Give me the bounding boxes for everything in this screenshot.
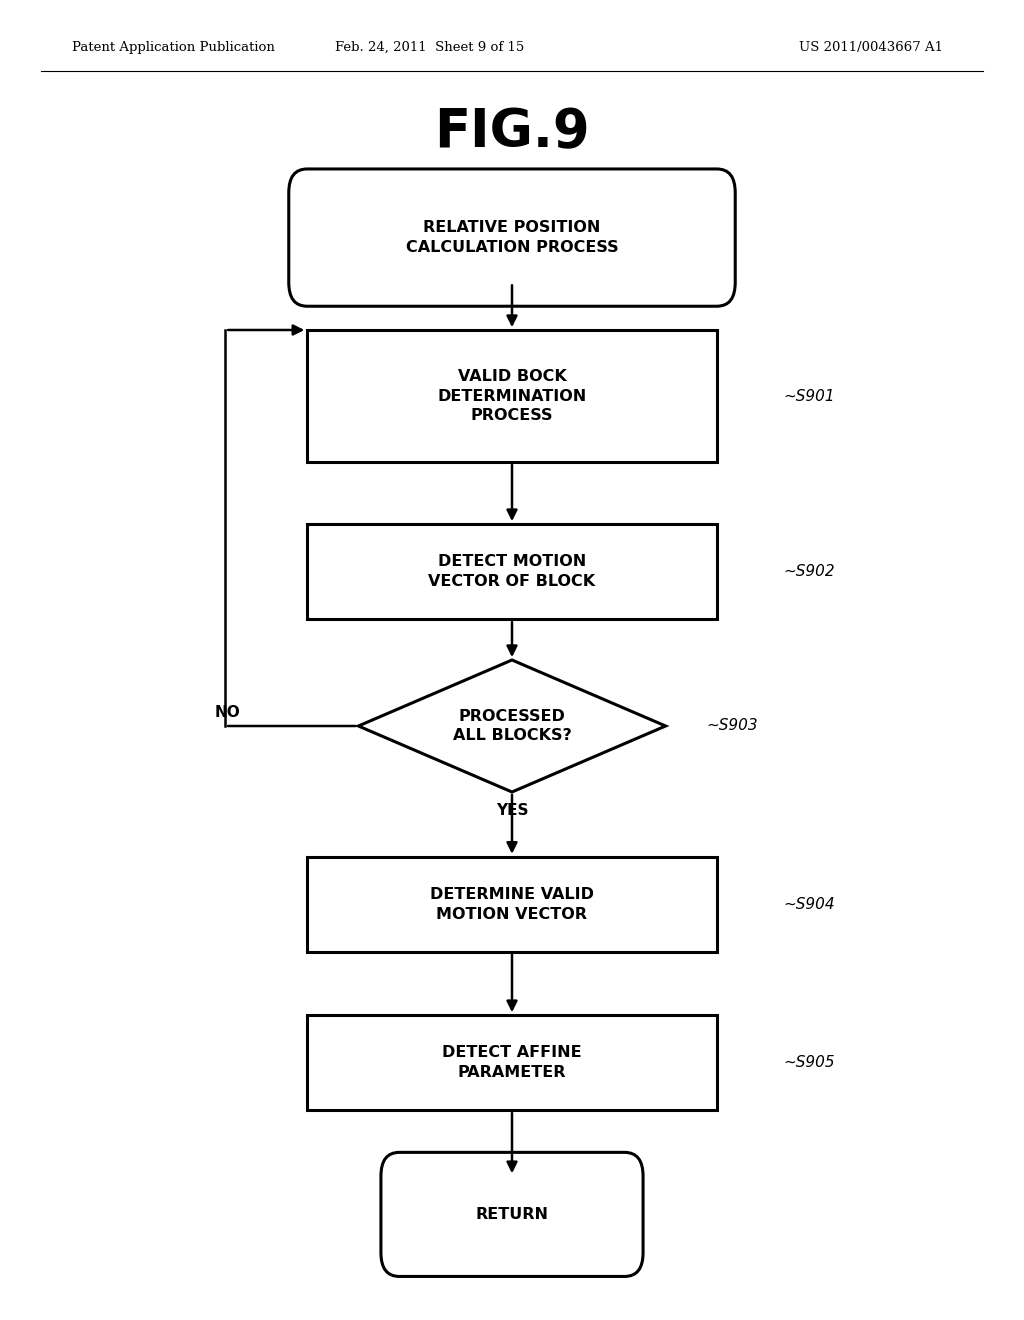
Text: Patent Application Publication: Patent Application Publication — [72, 41, 274, 54]
Text: YES: YES — [496, 803, 528, 817]
Text: DETECT AFFINE
PARAMETER: DETECT AFFINE PARAMETER — [442, 1045, 582, 1080]
Text: DETECT MOTION
VECTOR OF BLOCK: DETECT MOTION VECTOR OF BLOCK — [428, 554, 596, 589]
Bar — [307, 857, 717, 952]
Text: DETERMINE VALID
MOTION VECTOR: DETERMINE VALID MOTION VECTOR — [430, 887, 594, 921]
Text: US 2011/0043667 A1: US 2011/0043667 A1 — [799, 41, 943, 54]
Text: RETURN: RETURN — [475, 1206, 549, 1222]
Text: ~S905: ~S905 — [783, 1055, 835, 1071]
Bar — [307, 1015, 717, 1110]
Text: ~S901: ~S901 — [783, 388, 835, 404]
Bar — [307, 330, 717, 462]
FancyBboxPatch shape — [289, 169, 735, 306]
Text: ~S904: ~S904 — [783, 896, 835, 912]
Text: PROCESSED
ALL BLOCKS?: PROCESSED ALL BLOCKS? — [453, 709, 571, 743]
Bar — [307, 524, 717, 619]
Text: RELATIVE POSITION
CALCULATION PROCESS: RELATIVE POSITION CALCULATION PROCESS — [406, 220, 618, 255]
Text: ~S903: ~S903 — [707, 718, 758, 734]
Text: FIG.9: FIG.9 — [434, 106, 590, 158]
Text: NO: NO — [215, 705, 241, 721]
Text: VALID BOCK
DETERMINATION
PROCESS: VALID BOCK DETERMINATION PROCESS — [437, 368, 587, 424]
FancyBboxPatch shape — [381, 1152, 643, 1276]
Text: Feb. 24, 2011  Sheet 9 of 15: Feb. 24, 2011 Sheet 9 of 15 — [336, 41, 524, 54]
Polygon shape — [358, 660, 666, 792]
Text: ~S902: ~S902 — [783, 564, 835, 579]
